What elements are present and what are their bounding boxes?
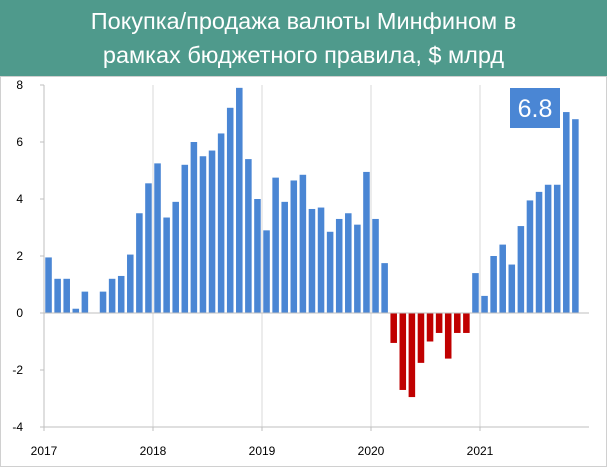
y-tick-label: 2 — [16, 249, 23, 263]
bar-2021-09 — [544, 184, 552, 313]
bar-2019-03 — [272, 177, 279, 313]
bar-2019-10 — [335, 218, 343, 313]
bar-2021-01 — [472, 273, 479, 313]
bar-2017-08 — [99, 291, 107, 313]
bar-2019-05 — [290, 180, 298, 313]
axis-layer: -4 -2 0 2 4 6 8 2017 2018 2019 2020 2021 — [12, 78, 589, 458]
bar-2019-04 — [281, 201, 288, 313]
bar-2020-11 — [454, 313, 461, 333]
bar-chart: -4 -2 0 2 4 6 8 2017 2018 2019 2020 2021 6.8 — [12, 78, 589, 458]
x-tick-label: 2021 — [467, 444, 494, 458]
bar-2021-06 — [517, 226, 525, 313]
bar-2019-07 — [308, 208, 316, 313]
grid-layer — [152, 85, 481, 427]
bar-2019-02 — [263, 230, 270, 313]
annotation-callout-value: 6.8 — [518, 95, 553, 123]
bar-2020-09 — [435, 313, 443, 333]
bar-2018-10 — [226, 107, 234, 313]
bar-2020-10 — [444, 313, 452, 359]
x-tick-label: 2020 — [358, 444, 385, 458]
bar-2021-07 — [526, 200, 534, 313]
bar-2018-04 — [172, 201, 179, 313]
bar-2020-03 — [381, 263, 388, 313]
bar-2017-03 — [54, 278, 61, 313]
bar-2017-11 — [127, 254, 134, 313]
bar-2019-06 — [299, 174, 307, 313]
bar-2021-11 — [563, 112, 570, 313]
bar-2021-02 — [481, 295, 488, 313]
bar-2017-05 — [72, 308, 80, 313]
bar-2020-08 — [426, 313, 434, 342]
bar-2018-09 — [217, 133, 225, 313]
bar-2021-08 — [535, 191, 543, 313]
bar-2020-07 — [417, 313, 425, 363]
bar-2020-05 — [399, 313, 407, 390]
bar-2021-12 — [572, 119, 579, 313]
x-tick-label: 2017 — [31, 444, 58, 458]
bar-2017-12 — [136, 213, 143, 313]
bar-2019-11 — [345, 213, 352, 313]
bar-2018-07 — [199, 156, 207, 313]
bar-2018-06 — [190, 142, 198, 313]
bar-2021-04 — [499, 244, 506, 313]
x-tick-label: 2018 — [140, 444, 167, 458]
y-tick-label: 6 — [16, 135, 23, 149]
bar-2019-08 — [317, 207, 325, 313]
bar-2018-01 — [145, 183, 152, 313]
y-tick-label: -4 — [12, 420, 23, 434]
bar-2017-04 — [63, 278, 70, 313]
chart-title-line-2: рамках бюджетного правила, $ млрд — [102, 42, 505, 68]
bar-2020-04 — [390, 313, 397, 343]
annotation-layer: 6.8 — [510, 88, 560, 128]
y-tick-label: 8 — [16, 78, 23, 92]
bar-2020-06 — [408, 313, 416, 398]
y-tick-label: -2 — [12, 363, 23, 377]
bar-2020-02 — [372, 218, 379, 313]
bar-2017-10 — [117, 275, 125, 313]
bar-2021-03 — [490, 256, 497, 313]
y-tick-label: 4 — [16, 192, 23, 206]
bar-2018-08 — [208, 150, 216, 313]
plot-area: -4 -2 0 2 4 6 8 2017 2018 2019 2020 2021 6.8 — [0, 76, 607, 467]
bar-2019-12 — [354, 224, 361, 313]
bar-2017-09 — [108, 278, 116, 313]
annotation-callout-box — [510, 88, 560, 128]
bar-2018-03 — [163, 217, 170, 313]
x-tick-label: 2019 — [249, 444, 276, 458]
bar-2019-09 — [326, 231, 334, 313]
bar-layer — [45, 87, 579, 398]
bar-2018-11 — [236, 87, 243, 313]
bar-2018-12 — [245, 159, 252, 313]
bar-2020-01 — [363, 171, 370, 313]
chart-title-banner: Покупка/продажа валюты Минфином в рамках… — [0, 0, 607, 76]
bar-2019-01 — [254, 199, 261, 313]
bar-2017-02 — [45, 257, 52, 313]
chart-title-line-1: Покупка/продажа валюты Минфином в — [90, 8, 517, 34]
bar-2021-05 — [508, 264, 516, 313]
bar-2018-02 — [154, 163, 161, 313]
bar-2018-05 — [181, 164, 189, 313]
bar-2017-06 — [81, 291, 89, 313]
bar-2021-10 — [553, 184, 561, 313]
bar-2020-12 — [463, 313, 470, 333]
y-tick-label: 0 — [16, 306, 23, 320]
